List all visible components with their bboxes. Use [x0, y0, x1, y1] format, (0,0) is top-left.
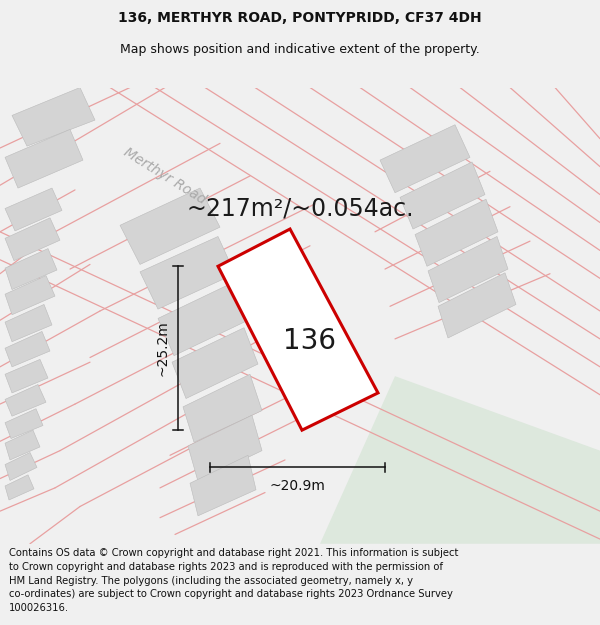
- Polygon shape: [5, 276, 55, 315]
- Text: ~25.2m: ~25.2m: [155, 321, 169, 376]
- Polygon shape: [158, 283, 248, 356]
- Polygon shape: [5, 129, 83, 188]
- Polygon shape: [5, 452, 37, 481]
- Polygon shape: [5, 430, 40, 460]
- Polygon shape: [428, 236, 508, 302]
- Text: 136: 136: [283, 327, 335, 355]
- Polygon shape: [120, 188, 220, 264]
- Text: 136, MERTHYR ROAD, PONTYPRIDD, CF37 4DH: 136, MERTHYR ROAD, PONTYPRIDD, CF37 4DH: [118, 11, 482, 26]
- Polygon shape: [438, 272, 516, 338]
- Polygon shape: [190, 455, 256, 516]
- Polygon shape: [5, 304, 52, 342]
- Text: ~217m²/~0.054ac.: ~217m²/~0.054ac.: [186, 196, 414, 221]
- Polygon shape: [5, 218, 60, 261]
- Polygon shape: [5, 384, 46, 416]
- Polygon shape: [400, 162, 485, 229]
- Text: Contains OS data © Crown copyright and database right 2021. This information is : Contains OS data © Crown copyright and d…: [9, 548, 458, 612]
- Polygon shape: [188, 415, 262, 481]
- Polygon shape: [5, 359, 48, 393]
- Polygon shape: [218, 229, 378, 430]
- Polygon shape: [140, 236, 235, 309]
- Polygon shape: [183, 374, 262, 442]
- Text: Merthyr Road: Merthyr Road: [121, 145, 209, 207]
- Polygon shape: [5, 249, 57, 289]
- Polygon shape: [320, 376, 600, 544]
- Polygon shape: [5, 409, 43, 439]
- Polygon shape: [5, 475, 34, 500]
- Polygon shape: [12, 88, 95, 146]
- Text: Map shows position and indicative extent of the property.: Map shows position and indicative extent…: [120, 42, 480, 56]
- Polygon shape: [380, 125, 470, 192]
- Polygon shape: [5, 331, 50, 367]
- Polygon shape: [5, 188, 62, 231]
- Polygon shape: [172, 328, 258, 399]
- Polygon shape: [415, 199, 498, 266]
- Text: ~20.9m: ~20.9m: [269, 479, 325, 493]
